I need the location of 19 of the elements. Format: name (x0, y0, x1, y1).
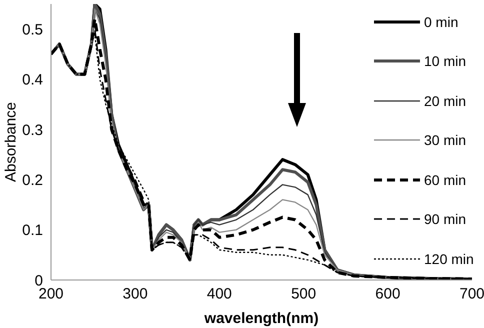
y-tick-label: 0.4 (22, 72, 43, 89)
y-tick-label: 0.1 (22, 222, 43, 240)
x-tick-label: 700 (459, 286, 484, 303)
y-axis-title: Absorbance (2, 102, 20, 182)
x-tick-label: 500 (291, 286, 316, 303)
legend-label: 90 min (424, 211, 466, 228)
x-tick-label: 600 (375, 286, 400, 303)
legend-label: 120 min (424, 250, 474, 267)
legend-label: 60 min (424, 172, 466, 188)
legend-label: 10 min (424, 53, 466, 70)
x-tick-label: 300 (122, 286, 148, 303)
legend-label: 0 min (424, 14, 458, 30)
y-tick-label: 0.3 (22, 122, 43, 139)
legend-label: 30 min (424, 132, 466, 148)
x-tick-label: 400 (206, 286, 232, 303)
legend-label: 20 min (424, 92, 466, 109)
y-tick-label: 0.5 (22, 21, 43, 38)
x-axis-title: wavelength(nm) (203, 310, 319, 327)
y-tick-label: 0.2 (22, 172, 43, 189)
